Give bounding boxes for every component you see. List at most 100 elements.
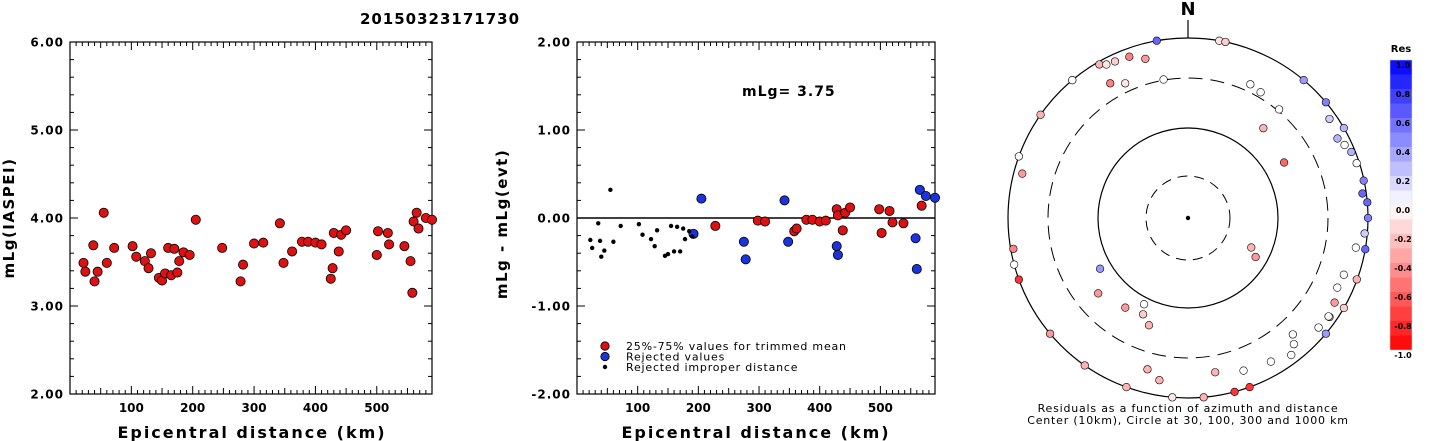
p2-xtick-label: 500 bbox=[868, 401, 893, 415]
colorbar-cell bbox=[1390, 89, 1412, 104]
magnitude-plot-y-ticks: 2.00 3.00 4.00 5.00 6.00 bbox=[30, 36, 432, 402]
p1-data-point bbox=[143, 263, 154, 274]
polar-station-point bbox=[1080, 361, 1089, 370]
p2-data-point bbox=[831, 241, 842, 252]
polar-caption-line1: Residuals as a function of azimuth and d… bbox=[1038, 402, 1339, 415]
p2-data-point bbox=[910, 233, 921, 244]
p1-data-point bbox=[411, 207, 422, 218]
p1-data-point bbox=[341, 225, 352, 236]
polar-station-point bbox=[1247, 243, 1256, 252]
p2-data-point bbox=[599, 254, 604, 259]
p1-xtick-label: 400 bbox=[303, 401, 328, 415]
p2-data-point bbox=[930, 192, 941, 203]
p1-data-point bbox=[405, 256, 416, 267]
p2-data-point bbox=[671, 249, 677, 254]
polar-station-point bbox=[1333, 134, 1342, 143]
p2-xtick-label: 300 bbox=[747, 401, 772, 415]
polar-station-point bbox=[1221, 37, 1230, 47]
polar-station-point bbox=[1155, 376, 1164, 385]
p1-ytick-label: 5.00 bbox=[30, 124, 64, 138]
polar-station-point bbox=[1245, 383, 1254, 392]
colorbar-cell bbox=[1390, 335, 1412, 351]
polar-station-point bbox=[1144, 321, 1154, 330]
polar-station-point bbox=[1230, 387, 1239, 396]
polar-station-point bbox=[1358, 189, 1367, 198]
polar-station-point bbox=[1141, 54, 1150, 64]
polar-station-point bbox=[1106, 79, 1115, 88]
polar-station-point bbox=[1009, 244, 1018, 253]
polar-station-point bbox=[1330, 298, 1339, 307]
colorbar-cell bbox=[1390, 147, 1412, 162]
legend-marker bbox=[602, 364, 608, 370]
polar-station-point bbox=[1095, 60, 1104, 69]
colorbar-label: -0.2 bbox=[1394, 235, 1412, 244]
p2-data-point bbox=[898, 218, 909, 229]
magnitude-plot-x-ticks: 100 200 300 400 500 bbox=[75, 42, 427, 415]
polar-station-point bbox=[1347, 147, 1356, 157]
p1-data-point bbox=[98, 207, 109, 218]
p2-ytick-label: 0.00 bbox=[537, 212, 571, 226]
p2-data-point bbox=[611, 239, 616, 244]
p2-data-point bbox=[832, 249, 843, 260]
p1-data-point bbox=[169, 243, 180, 254]
polar-station-point bbox=[1121, 303, 1130, 312]
figure-title: 20150323171730 bbox=[360, 10, 520, 28]
p2-data-point bbox=[597, 238, 603, 244]
magnitude-plot-x-axis-label: Epicentral distance (km) bbox=[117, 423, 386, 441]
polar-station-point bbox=[1289, 340, 1298, 349]
polar-station-point bbox=[1279, 158, 1289, 167]
polar-station-point bbox=[1287, 350, 1296, 360]
ring-30km bbox=[1145, 175, 1231, 261]
p1-data-point bbox=[278, 257, 289, 268]
p1-data-point bbox=[92, 266, 103, 277]
p1-data-point bbox=[89, 276, 100, 287]
p2-data-point bbox=[696, 193, 707, 204]
p2-ytick-label: 2.00 bbox=[537, 36, 571, 50]
polar-station-point bbox=[1246, 80, 1255, 89]
colorbar-cell bbox=[1390, 161, 1412, 177]
p2-data-point bbox=[820, 215, 831, 226]
p1-data-point bbox=[258, 237, 269, 248]
polar-station-point bbox=[1010, 260, 1019, 269]
colorbar-label: 0.0 bbox=[1396, 206, 1411, 215]
p2-data-point bbox=[791, 223, 802, 234]
p1-data-point bbox=[184, 249, 195, 260]
p2-data-point bbox=[690, 234, 695, 239]
p1-data-point bbox=[131, 251, 142, 262]
p1-data-point bbox=[109, 242, 120, 253]
p1-data-point bbox=[325, 273, 336, 284]
colorbar-cell bbox=[1390, 321, 1412, 336]
ring-300km bbox=[1047, 77, 1329, 359]
p1-data-point bbox=[327, 263, 338, 274]
p1-data-point bbox=[88, 240, 99, 251]
p2-data-point bbox=[589, 245, 595, 251]
p2-data-point bbox=[874, 204, 885, 215]
p2-data-point bbox=[710, 220, 721, 231]
magnitude-plot-y-axis-label: mLg(IASPEI) bbox=[0, 158, 18, 279]
colorbar-frame bbox=[1389, 59, 1413, 351]
polar-station-point bbox=[1363, 213, 1373, 223]
p2-data-point bbox=[876, 227, 887, 238]
p2-data-point bbox=[608, 187, 613, 193]
polar-station-point bbox=[1360, 229, 1369, 238]
p1-data-point bbox=[80, 266, 91, 277]
p1-xtick-label: 500 bbox=[364, 401, 389, 415]
colorbar-cell bbox=[1390, 60, 1412, 75]
polar-station-point bbox=[1121, 79, 1130, 88]
colorbar-label: 0.8 bbox=[1396, 90, 1411, 99]
polar-station-point bbox=[1333, 283, 1342, 292]
p2-xtick-label: 100 bbox=[625, 401, 650, 415]
p1-xtick-label: 100 bbox=[119, 401, 144, 415]
colorbar-cell bbox=[1390, 103, 1412, 119]
polar-station-point bbox=[1359, 176, 1368, 185]
colorbar-cell bbox=[1390, 190, 1412, 206]
polar-station-point bbox=[1339, 123, 1348, 133]
azimuth-residual-plot: N Residuals as a function of azimuth and… bbox=[1007, 0, 1373, 427]
event-magnitude-annotation: mLg= 3.75 bbox=[742, 84, 836, 100]
p1-data-point bbox=[78, 257, 89, 268]
polar-station-point bbox=[1094, 289, 1103, 298]
colorbar-cell bbox=[1390, 176, 1412, 191]
colorbar-label: 1.0 bbox=[1396, 61, 1411, 70]
colorbar-cell bbox=[1390, 263, 1412, 278]
p2-data-point bbox=[911, 264, 922, 275]
